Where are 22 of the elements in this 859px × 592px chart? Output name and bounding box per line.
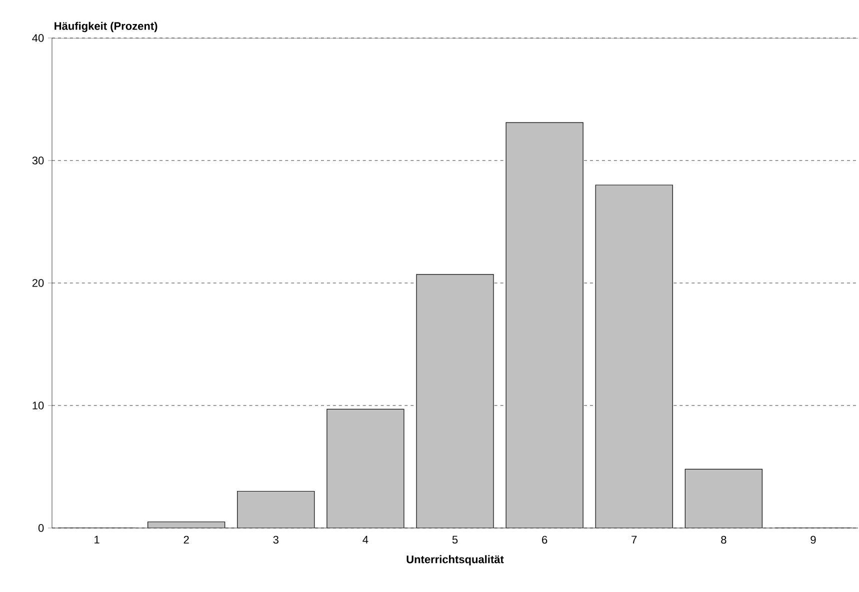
bar <box>326 409 404 528</box>
y-tick-label: 10 <box>32 402 44 410</box>
x-tick-label: 6 <box>542 536 548 544</box>
x-tick-label: 1 <box>94 536 100 544</box>
bar <box>237 491 314 528</box>
y-axis-title: Häufigkeit (Prozent) <box>54 22 158 32</box>
x-tick-label: 7 <box>632 536 637 544</box>
y-tick-label: 40 <box>32 34 44 42</box>
bar <box>685 469 762 528</box>
y-tick-label: 30 <box>32 156 44 164</box>
y-tick-label: 0 <box>38 524 44 532</box>
bar <box>506 122 584 528</box>
bar <box>416 274 494 528</box>
y-tick-label: 20 <box>32 279 44 287</box>
x-tick-label: 8 <box>721 536 726 544</box>
bar <box>596 185 673 528</box>
x-tick-label: 4 <box>362 536 368 544</box>
x-tick-label: 5 <box>452 536 458 544</box>
x-tick-label: 3 <box>273 536 278 544</box>
x-axis-title: Unterrichtsqualität <box>406 555 504 566</box>
x-tick-label: 9 <box>810 536 816 544</box>
x-tick-label: 2 <box>184 536 189 544</box>
